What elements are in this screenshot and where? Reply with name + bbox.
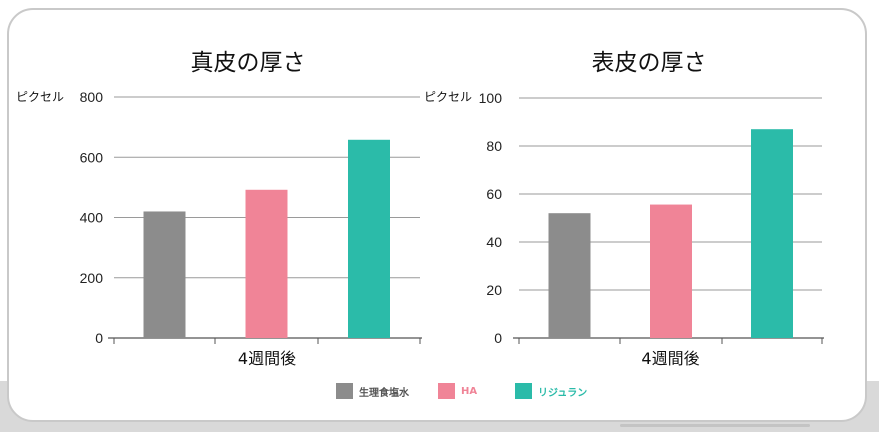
epidermis-x-axis-label: 4週間後 [641, 349, 699, 368]
dermis-bar-rejuran [348, 139, 390, 338]
epidermis-bar-ha [650, 204, 692, 338]
epidermis-chart-title: 表皮の厚さ [592, 50, 707, 76]
legend-label-rejuran: リジュラン [538, 387, 588, 399]
dermis-bar-ha [245, 189, 288, 338]
dermis-chart-title: 真皮の厚さ [191, 50, 306, 76]
legend-swatch-saline [336, 383, 353, 399]
dermis-y-axis-label: ピクセル [16, 90, 64, 104]
legend-item-rejuran: リジュラン [515, 383, 587, 399]
dermis-x-axis-label: 4週間後 [238, 349, 296, 368]
legend-item-saline: 生理食塩水 [336, 383, 409, 399]
epidermis-bar-saline [548, 213, 591, 338]
epidermis-y-axis-label: ピクセル [424, 90, 472, 104]
legend-swatch-ha [438, 383, 455, 399]
epidermis-y-tick-label: 100 [479, 90, 503, 106]
dermis-bar-saline [143, 211, 186, 338]
dermis-y-tick-label: 400 [80, 210, 104, 226]
dermis-y-tick-label: 0 [95, 330, 103, 346]
dermis-y-tick-label: 800 [80, 89, 104, 105]
epidermis-y-tick-label: 80 [486, 138, 502, 154]
legend-item-ha: HA [438, 383, 477, 399]
epidermis-bar-rejuran [751, 129, 793, 338]
dermis-y-tick-label: 600 [80, 149, 104, 165]
legend-label-saline: 生理食塩水 [359, 387, 409, 399]
footnote-blur [620, 424, 810, 427]
dermis-y-tick-label: 200 [80, 270, 104, 286]
legend-label-ha: HA [461, 385, 478, 397]
epidermis-y-tick-label: 40 [486, 234, 502, 250]
legend: 生理食塩水 HA リジュラン [0, 383, 879, 401]
epidermis-y-tick-label: 0 [494, 330, 502, 346]
legend-swatch-rejuran [515, 383, 532, 399]
epidermis-y-tick-label: 20 [486, 282, 502, 298]
epidermis-y-tick-label: 60 [486, 186, 502, 202]
